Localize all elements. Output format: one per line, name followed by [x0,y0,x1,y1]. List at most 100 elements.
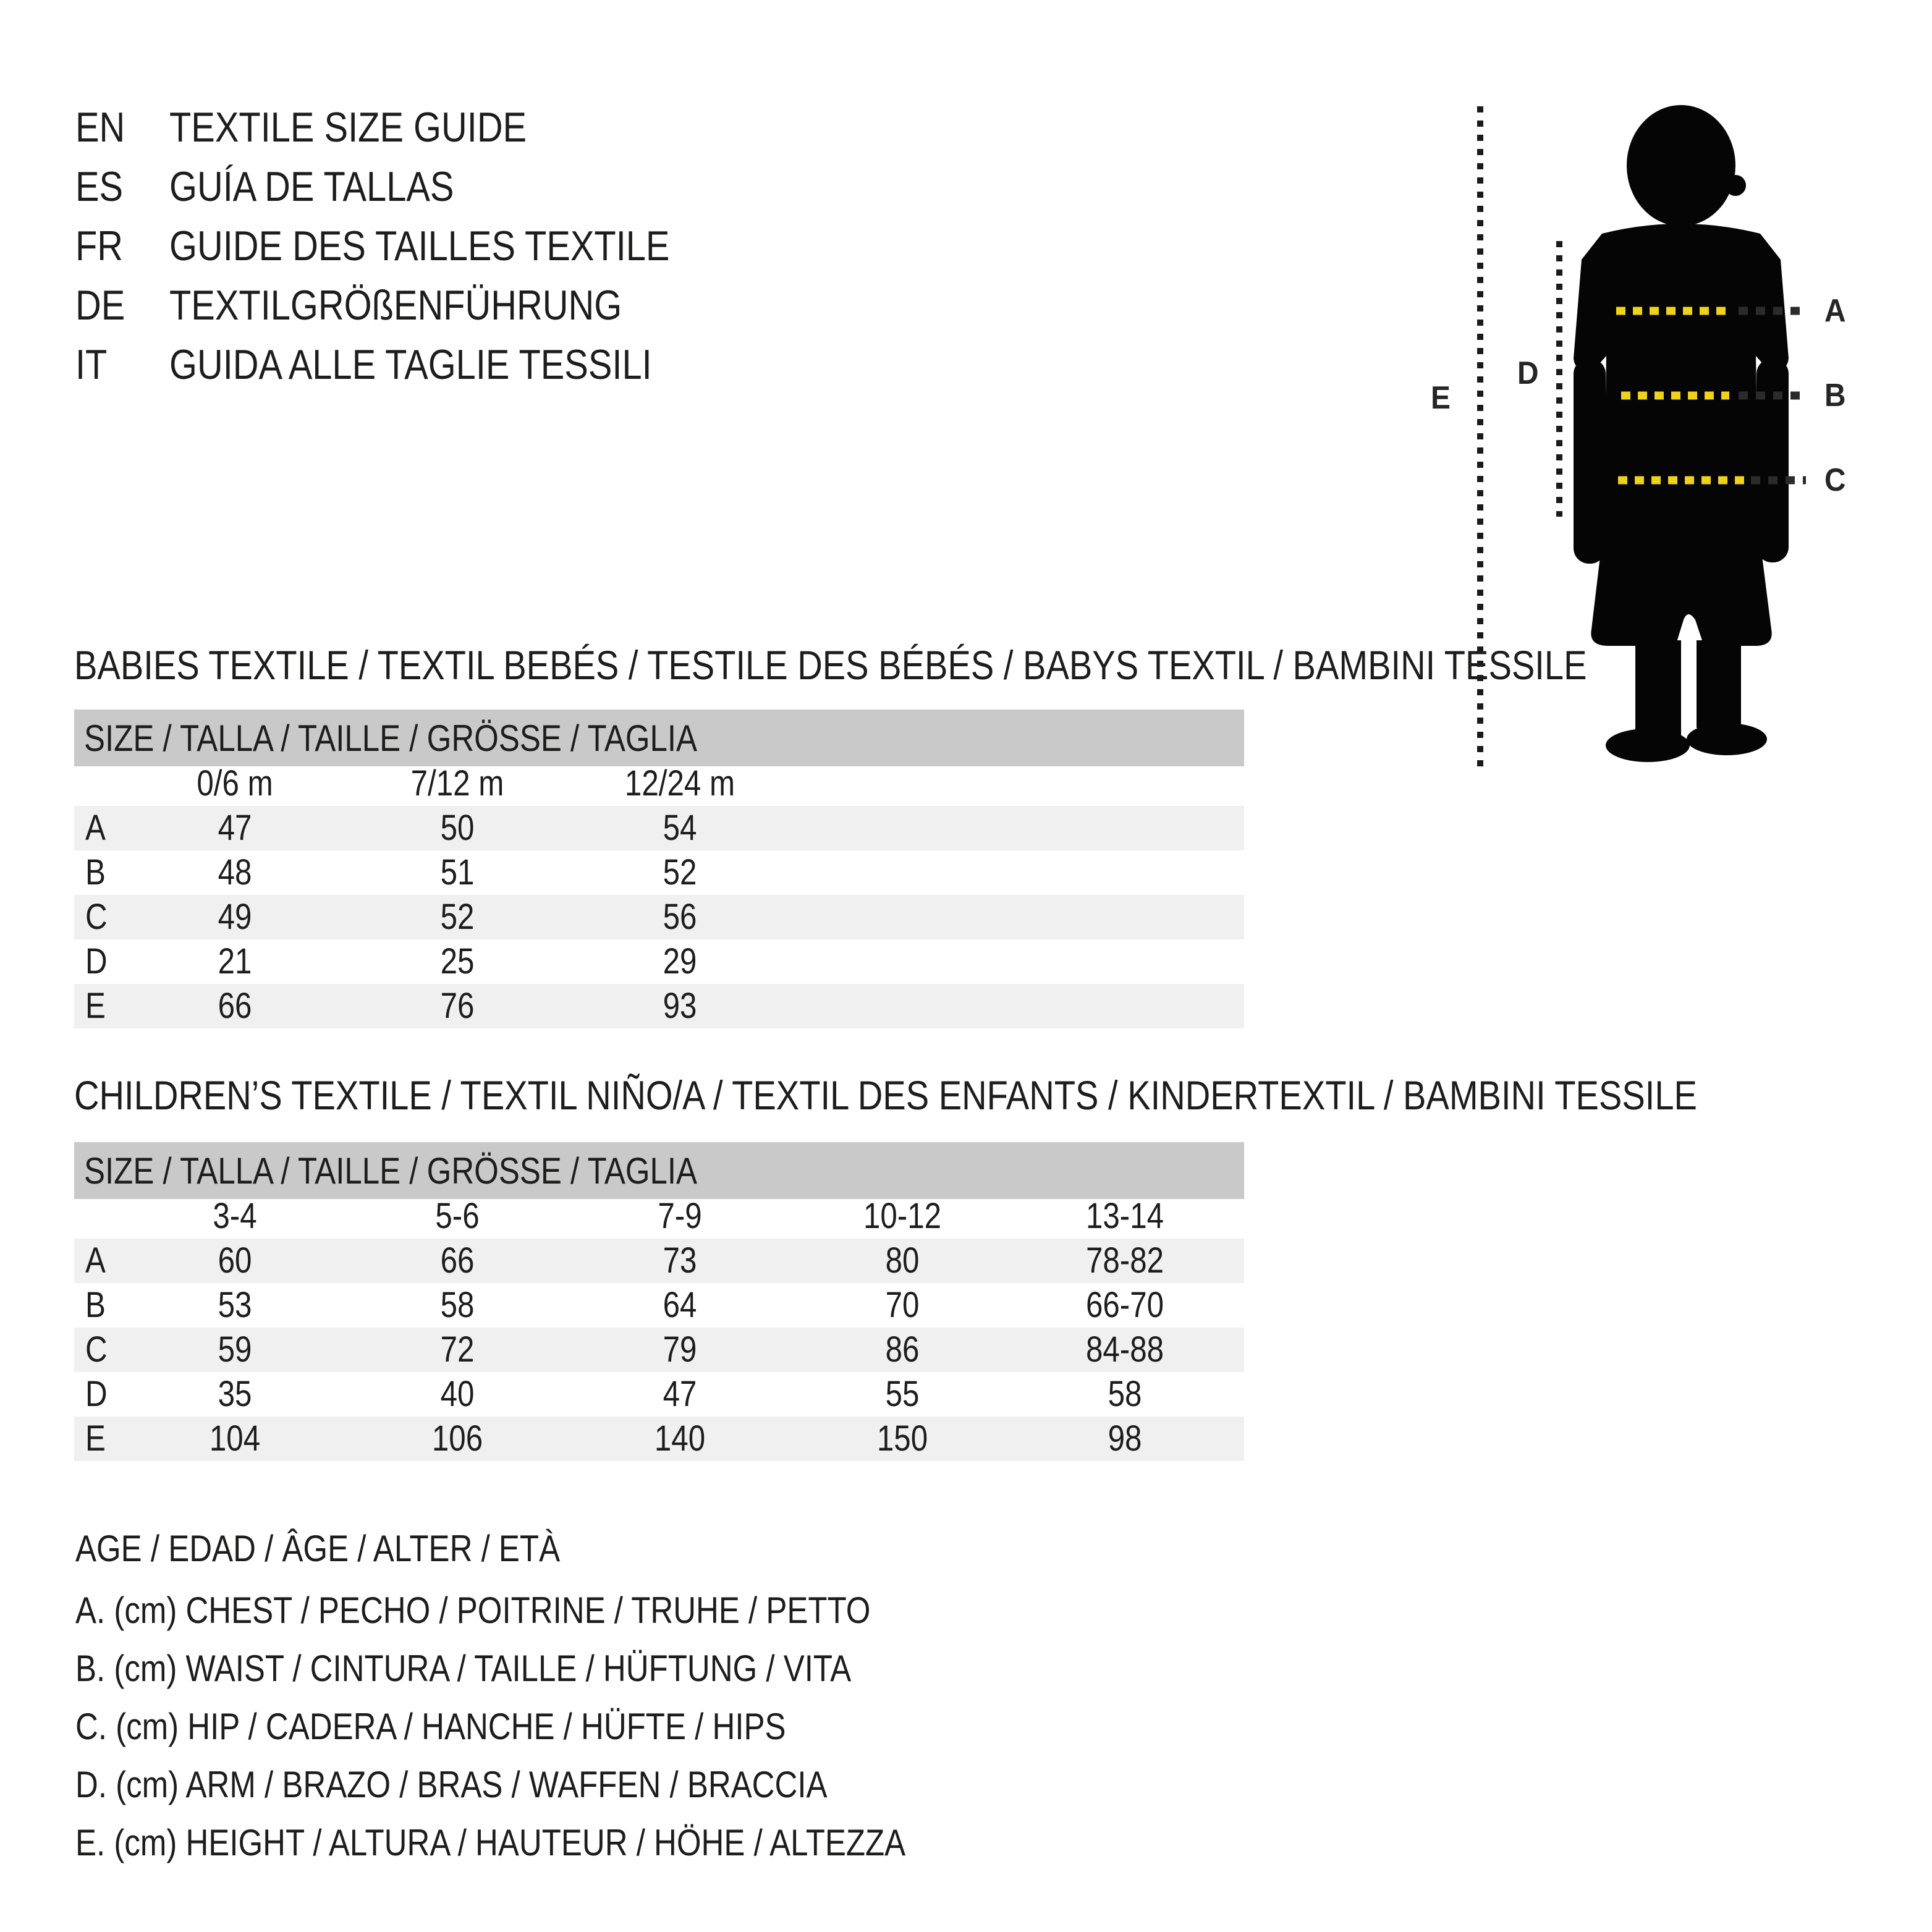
guide-title-it: GUIDA ALLE TAGLIE TESSILI [169,341,652,388]
size-value: 58 [1108,1374,1142,1414]
figure-label-b: B [1824,378,1846,413]
size-value: 93 [663,986,697,1026]
table-row-a: A 60 66 73 80 78-82 [74,1239,1244,1283]
size-value: 80 [885,1240,920,1281]
legend-waist-line: B. (cm) WAIST / CINTURA / TAILLE / HÜFTU… [75,1648,852,1689]
size-value: 56 [663,897,697,937]
size-value: 70 [885,1285,920,1325]
column-header: 5-6 [435,1196,480,1236]
column-header: 0/6 m [197,763,273,803]
figure-label-e: E [1431,380,1451,416]
size-value: 48 [218,852,252,892]
column-header: 3-4 [213,1196,257,1236]
language-code: EN [75,104,125,151]
guide-title-de: TEXTILGRÖßENFÜHRUNG [169,282,622,329]
size-value: 64 [663,1285,697,1325]
child-silhouette-figure [1477,105,1806,773]
size-value: 59 [218,1329,252,1370]
size-value: 51 [440,852,475,892]
children-section-title: CHILDREN’S TEXTILE / TEXTIL NIÑO/A / TEX… [74,1072,1697,1118]
table-row-a: A 47 50 54 [74,806,1244,850]
column-header: 7/12 m [410,763,504,803]
size-value: 140 [654,1418,706,1459]
row-label: E [85,1418,106,1459]
column-header: 10-12 [863,1196,942,1236]
size-value: 25 [440,941,475,981]
row-label: E [85,986,106,1026]
size-value: 84-88 [1085,1329,1164,1370]
language-code: FR [75,222,124,269]
legend-arm-line: D. (cm) ARM / BRAZO / BRAS / WAFFEN / BR… [75,1764,828,1805]
language-row-en: EN TEXTILE SIZE GUIDE [75,98,758,157]
size-value: 60 [218,1240,252,1281]
size-value: 66 [218,986,252,1026]
size-value: 21 [218,941,252,981]
size-value: 72 [440,1329,475,1370]
size-value: 40 [440,1374,475,1414]
children-size-table: 3-4 5-6 7-9 10-12 13-14 A 60 66 73 80 78… [74,1194,1244,1461]
size-value: 73 [663,1240,697,1281]
row-label: C [85,1329,108,1370]
child-silhouette [1574,105,1789,762]
babies-section-title: BABIES TEXTILE / TEXTIL BEBÉS / TESTILE … [74,642,1587,688]
size-value: 78-82 [1085,1240,1164,1281]
size-value: 79 [663,1329,697,1370]
table-row-b: B 53 58 64 70 66-70 [74,1283,1244,1328]
figure-label-c: C [1824,462,1846,498]
language-code: ES [75,163,124,210]
legend-height-line: E. (cm) HEIGHT / ALTURA / HAUTEUR / HÖHE… [75,1822,906,1863]
size-value: 29 [663,941,697,981]
size-value: 66 [440,1240,475,1281]
size-value: 52 [663,852,697,892]
column-header: 13-14 [1085,1196,1164,1236]
table-row-d: D 35 40 47 55 58 [74,1372,1244,1417]
row-label: A [85,808,106,848]
guide-title-es: GUÍA DE TALLAS [169,163,454,210]
size-value: 49 [218,897,252,937]
size-value: 52 [440,897,475,937]
size-value: 58 [440,1285,475,1325]
table-row-c: C 59 72 79 86 84-88 [74,1328,1244,1372]
size-value: 66-70 [1085,1285,1164,1325]
size-value: 47 [218,808,252,848]
size-value: 55 [885,1374,920,1414]
table-row-b: B 48 51 52 [74,850,1244,895]
size-value: 106 [431,1418,483,1459]
row-label: B [85,1285,106,1325]
size-value: 98 [1108,1418,1142,1459]
size-value: 76 [440,986,475,1026]
children-size-header-bar: SIZE / TALLA / TAILLE / GRÖSSE / TAGLIA [74,1142,1244,1199]
children-column-header-row: 3-4 5-6 7-9 10-12 13-14 [74,1194,1244,1239]
legend-hip-line: C. (cm) HIP / CADERA / HANCHE / HÜFTE / … [75,1706,786,1747]
guide-title-fr: GUIDE DES TAILLES TEXTILE [169,222,670,269]
column-header: 12/24 m [624,763,735,803]
language-row-de: DE TEXTILGRÖßENFÜHRUNG [75,276,758,335]
table-row-d: D 21 25 29 [74,939,1244,984]
legend-chest-line: A. (cm) CHEST / PECHO / POITRINE / TRUHE… [75,1590,871,1631]
language-code: IT [75,341,108,388]
language-row-es: ES GUÍA DE TALLAS [75,157,758,216]
row-label: D [85,941,108,981]
guide-title-en: TEXTILE SIZE GUIDE [169,104,527,151]
size-value: 53 [218,1285,252,1325]
row-label: C [85,897,108,937]
figure-label-a: A [1824,293,1846,329]
language-header: EN TEXTILE SIZE GUIDE ES GUÍA DE TALLAS … [75,98,758,394]
row-label: B [85,852,106,892]
babies-size-table: 0/6 m 7/12 m 12/24 m A 47 50 54 B 48 51 … [74,761,1244,1028]
size-value: 86 [885,1329,920,1370]
size-value: 104 [209,1418,261,1459]
column-header: 7-9 [658,1196,702,1236]
size-value: 54 [663,808,697,848]
size-value: 150 [876,1418,928,1459]
figure-label-d: D [1517,355,1539,391]
language-code: DE [75,282,125,329]
row-label: A [85,1240,106,1281]
language-row-it: IT GUIDA ALLE TAGLIE TESSILI [75,335,758,394]
legend-age-line: AGE / EDAD / ÂGE / ALTER / ETÀ [75,1528,561,1569]
size-value: 47 [663,1374,697,1414]
table-row-c: C 49 52 56 [74,895,1244,939]
row-label: D [85,1374,108,1414]
language-row-fr: FR GUIDE DES TAILLES TEXTILE [75,216,758,276]
